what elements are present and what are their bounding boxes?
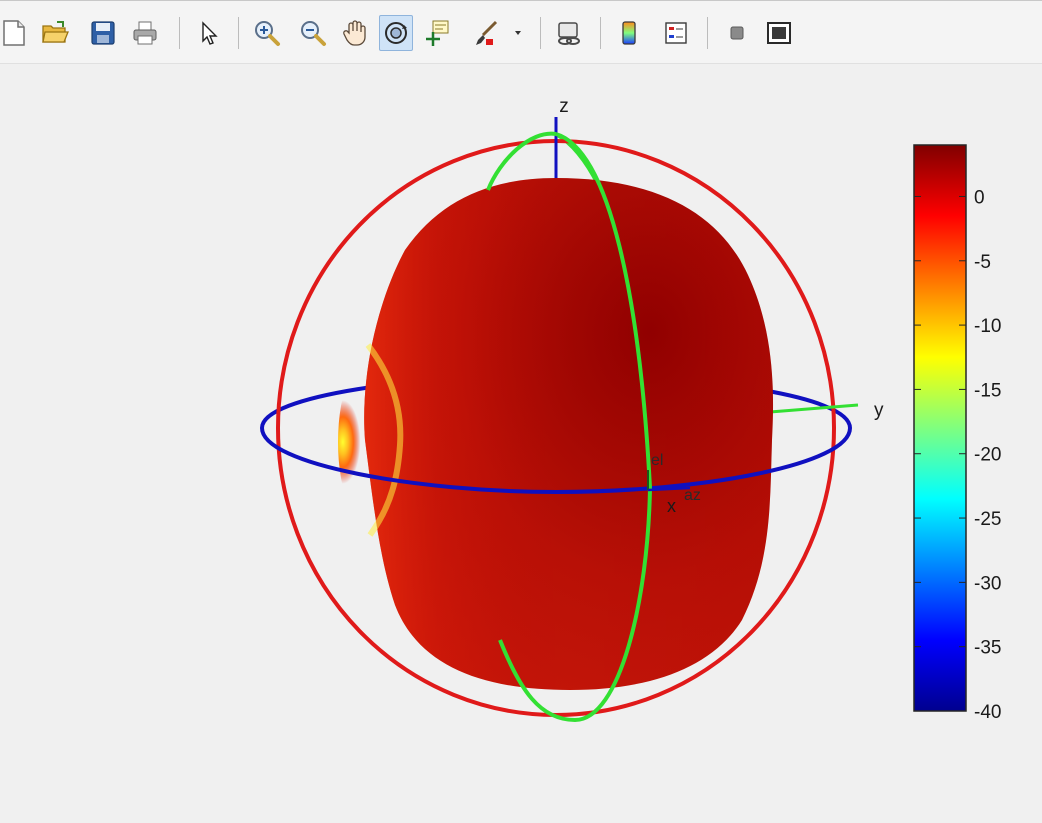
el-label: el	[651, 452, 663, 469]
open-file-button[interactable]	[38, 15, 72, 51]
y-axis-line	[769, 403, 859, 414]
new-document-icon	[3, 20, 25, 46]
radiation-pattern-shade	[364, 178, 774, 690]
colorbar-tick-label: -20	[974, 445, 1001, 466]
colorbar-tick-label: 0	[974, 187, 985, 208]
colorbar-tick-label: -40	[974, 702, 1001, 723]
colorbar-tick-label: -25	[974, 509, 1001, 530]
link-plot-button[interactable]	[552, 15, 586, 51]
pattern-3d-plot[interactable]: z y x el az 0 -5 -10 -15 -20 -25 -30 -35 -40	[0, 64, 1042, 818]
print-button[interactable]	[128, 15, 162, 51]
azimuth-circle	[260, 427, 852, 495]
green-circle-front	[555, 132, 652, 489]
printer-icon	[133, 21, 157, 45]
az-marker-line	[647, 486, 691, 492]
pattern-null-highlight	[338, 347, 418, 537]
x-axis-label: x	[667, 496, 676, 516]
az-label: az	[684, 487, 701, 504]
pointer-arrow-icon	[202, 21, 218, 45]
toolbar-separator	[540, 17, 541, 49]
edit-plot-button[interactable]	[192, 15, 226, 51]
colorbar-ticks: 0 -5 -10 -15 -20 -25 -30 -35 -40	[914, 187, 1001, 723]
data-cursor-icon	[426, 20, 449, 46]
z-axis-label: z	[559, 96, 569, 117]
link-plot-icon	[558, 22, 580, 45]
save-button[interactable]	[86, 15, 120, 51]
hide-plot-tools-button[interactable]	[720, 15, 754, 51]
insert-colorbar-button[interactable]	[612, 15, 646, 51]
colorbar-tick-label: -10	[974, 316, 1001, 337]
toolbar-separator	[179, 17, 180, 49]
zoom-in-button[interactable]	[250, 15, 284, 51]
zoom-out-button[interactable]	[296, 15, 330, 51]
figure-toolbar	[0, 0, 1042, 64]
colorbar-tick-label: -30	[974, 573, 1001, 594]
colorbar-gradient	[913, 144, 967, 712]
colorbar-tick-label: -15	[974, 380, 1001, 401]
chevron-down-icon	[515, 31, 521, 35]
figure-canvas[interactable]: z y x el az 0 -5 -10 -15 -20 -25 -30 -35 -40	[0, 64, 1042, 818]
brush-icon	[476, 20, 498, 45]
pan-button[interactable]	[338, 15, 372, 51]
hide-tools-icon	[730, 26, 744, 40]
legend-icon	[665, 22, 687, 44]
show-plot-tools-button[interactable]	[762, 15, 796, 51]
colorbar-tick-label: -35	[974, 638, 1001, 659]
pattern-left-dimple	[365, 343, 404, 537]
zoom-out-icon	[301, 21, 326, 46]
rotate-3d-button[interactable]	[379, 15, 413, 51]
rotate-3d-icon	[385, 22, 407, 44]
zoom-in-icon	[255, 21, 280, 46]
brush-dropdown-button[interactable]	[509, 15, 527, 51]
new-figure-button[interactable]	[0, 15, 32, 51]
colorbar-icon	[622, 21, 636, 45]
y-axis-label: y	[874, 400, 884, 421]
colorbar[interactable]: 0 -5 -10 -15 -20 -25 -30 -35 -40	[913, 144, 1001, 723]
insert-legend-button[interactable]	[659, 15, 693, 51]
toolbar-separator	[707, 17, 708, 49]
toolbar-separator	[600, 17, 601, 49]
floppy-disk-icon	[91, 21, 115, 45]
green-circle	[486, 131, 652, 723]
hand-icon	[343, 20, 366, 46]
brush-button[interactable]	[470, 15, 504, 51]
show-tools-icon	[767, 22, 791, 44]
data-cursor-button[interactable]	[420, 15, 454, 51]
folder-open-icon	[42, 21, 69, 43]
colorbar-tick-label: -5	[974, 252, 991, 273]
toolbar-separator	[238, 17, 239, 49]
